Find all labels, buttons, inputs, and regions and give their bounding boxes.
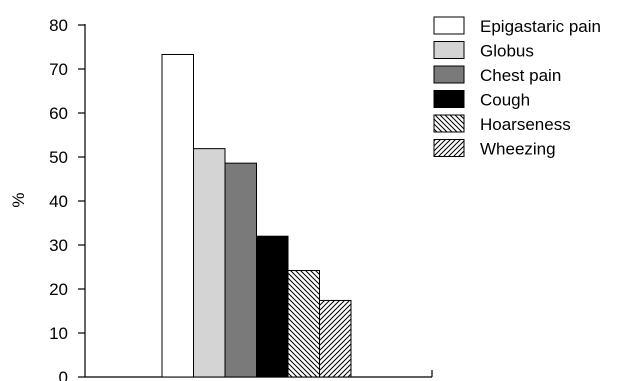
legend-swatch <box>433 90 465 108</box>
legend-label: Chest pain <box>480 66 561 85</box>
y-tick-label: 30 <box>49 236 68 255</box>
legend-swatch <box>433 114 465 133</box>
legend-swatch <box>433 41 465 59</box>
y-tick-label: 20 <box>49 280 68 299</box>
bar-globus <box>193 148 226 378</box>
bar-cough <box>256 235 289 378</box>
bar-wheezing <box>319 299 352 378</box>
y-tick-label: 60 <box>49 104 68 123</box>
y-tick-label: 10 <box>49 324 68 343</box>
y-ticks: 0 10 20 30 40 50 60 70 80 <box>49 16 85 381</box>
legend-label: Epigastaric pain <box>480 17 601 36</box>
bar-hoarseness <box>287 270 320 378</box>
y-axis-label: % <box>9 192 28 207</box>
bar-epigastaric-pain <box>161 53 194 378</box>
bars <box>161 53 352 378</box>
legend-label: Wheezing <box>480 140 556 159</box>
bar-chest-pain <box>224 162 257 378</box>
legend: Epigastaric pain Globus Chest pain Cough Hoa… <box>433 16 601 159</box>
y-tick-label: 0 <box>59 368 68 381</box>
legend-swatch <box>433 65 465 84</box>
legend-label: Cough <box>480 91 530 110</box>
legend-swatch <box>433 16 465 35</box>
y-tick-label: 80 <box>49 16 68 35</box>
legend-label: Hoarseness <box>480 115 571 134</box>
y-tick-label: 50 <box>49 148 68 167</box>
y-tick-label: 40 <box>49 192 68 211</box>
legend-label: Globus <box>480 42 534 61</box>
legend-swatch <box>433 139 465 157</box>
y-tick-label: 70 <box>49 60 68 79</box>
